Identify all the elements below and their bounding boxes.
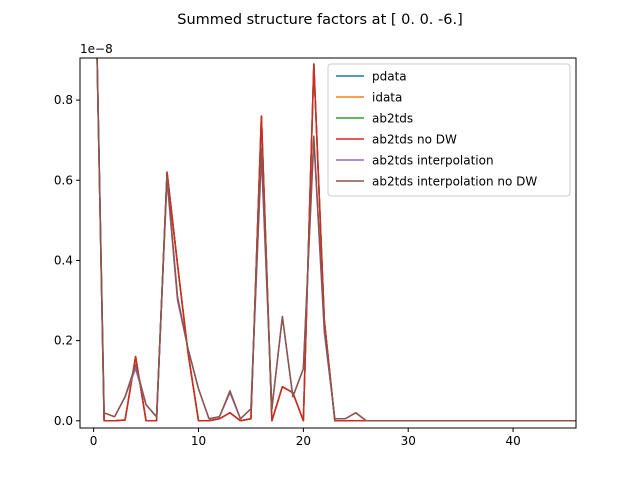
y-tick-label: 0.2 — [54, 334, 73, 348]
y-tick-label: 0.6 — [54, 173, 73, 187]
plot-frame — [79, 57, 577, 429]
legend-label: ab2tds interpolation no DW — [372, 175, 537, 189]
legend-label: idata — [372, 91, 402, 105]
x-axis: 0 10 20 30 40 — [90, 428, 521, 448]
legend-label: pdata — [372, 70, 407, 84]
y-tick-label: 0.4 — [54, 253, 73, 267]
legend: pdata idata ab2tds ab2tds no DW ab2tds inter… — [327, 63, 571, 197]
plot-lines — [96, 58, 576, 422]
series-line-5 — [96, 58, 576, 422]
legend-box — [327, 63, 571, 197]
legend-label: ab2tds — [372, 112, 413, 126]
x-tick-label: 30 — [401, 434, 416, 448]
legend-label: ab2tds no DW — [372, 133, 457, 147]
x-tick-label: 20 — [296, 434, 311, 448]
chart-title: Summed structure factors at [ 0. 0. -6.] — [177, 12, 463, 28]
legend-label: ab2tds interpolation — [372, 154, 494, 168]
x-tick-label: 10 — [191, 434, 206, 448]
y-offset-label: 1e−8 — [80, 42, 113, 56]
x-tick-label: 40 — [505, 434, 520, 448]
y-tick-label: 0.0 — [54, 414, 73, 428]
y-tick-label: 0.8 — [54, 93, 73, 107]
x-tick-label: 0 — [90, 434, 98, 448]
y-axis: 0.0 0.2 0.4 0.6 0.8 — [54, 93, 80, 428]
